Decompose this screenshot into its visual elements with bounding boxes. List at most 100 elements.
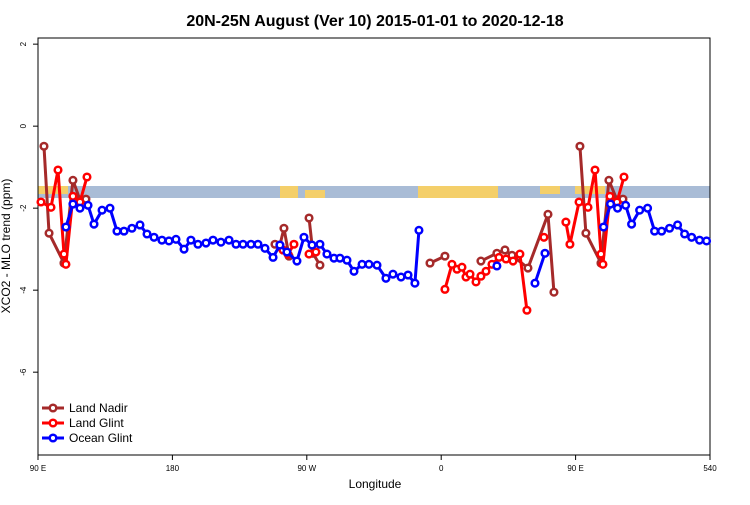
data-point: [605, 191, 615, 201]
data-point: [447, 259, 457, 269]
data-point: [388, 269, 398, 279]
data-point: [465, 269, 475, 279]
data-point: [515, 249, 525, 259]
data-point: [82, 172, 92, 182]
data-point: [61, 222, 71, 232]
data-point: [543, 209, 553, 219]
y-tick-label: 0: [19, 123, 28, 128]
data-point: [500, 245, 510, 255]
data-point: [127, 223, 137, 233]
data-point: [193, 239, 203, 249]
data-point: [574, 197, 584, 207]
data-point: [224, 235, 234, 245]
data-point: [501, 254, 511, 264]
data-point: [149, 232, 159, 242]
data-point: [476, 256, 486, 266]
data-point: [44, 228, 54, 238]
data-point: [619, 172, 629, 182]
data-point: [68, 175, 78, 185]
data-point: [61, 259, 71, 269]
legend-marker: [48, 403, 58, 413]
data-point: [598, 259, 608, 269]
y-tick-label: -2: [19, 204, 28, 212]
data-point: [83, 200, 93, 210]
data-point: [522, 305, 532, 315]
data-point: [186, 235, 196, 245]
data-point: [494, 252, 504, 262]
data-point: [604, 175, 614, 185]
data-point: [171, 234, 181, 244]
data-point: [410, 278, 420, 288]
data-point: [457, 262, 467, 272]
data-point: [372, 260, 382, 270]
data-point: [292, 256, 302, 266]
data-point: [59, 249, 69, 259]
data-point: [119, 226, 129, 236]
map-land: [418, 186, 498, 198]
data-point: [311, 247, 321, 257]
data-point: [112, 226, 122, 236]
data-point: [539, 232, 549, 242]
data-point: [590, 165, 600, 175]
data-point: [403, 270, 413, 280]
data-point: [335, 253, 345, 263]
series: [36, 165, 629, 315]
data-point: [164, 236, 174, 246]
data-point: [481, 266, 491, 276]
map-land: [280, 186, 298, 198]
data-point: [425, 258, 435, 268]
data-point: [260, 243, 270, 253]
x-tick-label: 180: [166, 464, 180, 473]
data-point: [471, 277, 481, 287]
data-point: [246, 239, 256, 249]
legend-marker: [48, 433, 58, 443]
data-point: [643, 203, 653, 213]
data-point: [36, 197, 46, 207]
data-point: [307, 240, 317, 250]
x-tick-label: 90 W: [297, 464, 316, 473]
y-tick-label: 2: [19, 41, 28, 46]
data-point: [299, 232, 309, 242]
data-point: [279, 223, 289, 233]
map-strip: [38, 186, 710, 198]
data-point: [142, 229, 152, 239]
series: [61, 199, 712, 288]
data-point: [364, 259, 374, 269]
data-point: [565, 239, 575, 249]
data-point: [687, 232, 697, 242]
data-point: [89, 219, 99, 229]
x-tick-label: 90 E: [567, 464, 583, 473]
data-point: [440, 284, 450, 294]
data-point: [621, 200, 631, 210]
x-tick-label: 540: [703, 464, 717, 473]
data-point: [238, 239, 248, 249]
data-point: [304, 213, 314, 223]
data-point: [673, 220, 683, 230]
data-point: [396, 272, 406, 282]
data-point: [253, 239, 263, 249]
x-axis-label: Longitude: [349, 477, 402, 491]
data-point: [561, 217, 571, 227]
data-point: [523, 263, 533, 273]
data-point: [268, 252, 278, 262]
data-point: [657, 226, 667, 236]
data-point: [275, 240, 285, 250]
legend-label: Land Glint: [69, 416, 124, 430]
data-point: [282, 247, 292, 257]
data-point: [598, 222, 609, 232]
y-tick-label: -6: [19, 368, 28, 376]
data-point: [53, 165, 63, 175]
data-point: [583, 202, 593, 212]
data-point: [581, 228, 591, 238]
x-tick-label: 90 E: [30, 464, 46, 473]
data-point: [414, 225, 424, 235]
legend-marker: [48, 418, 58, 428]
data-point: [39, 141, 49, 151]
data-point: [440, 251, 450, 261]
data-point: [75, 203, 85, 213]
data-point: [68, 199, 78, 209]
data-point: [216, 237, 226, 247]
data-point: [549, 287, 559, 297]
